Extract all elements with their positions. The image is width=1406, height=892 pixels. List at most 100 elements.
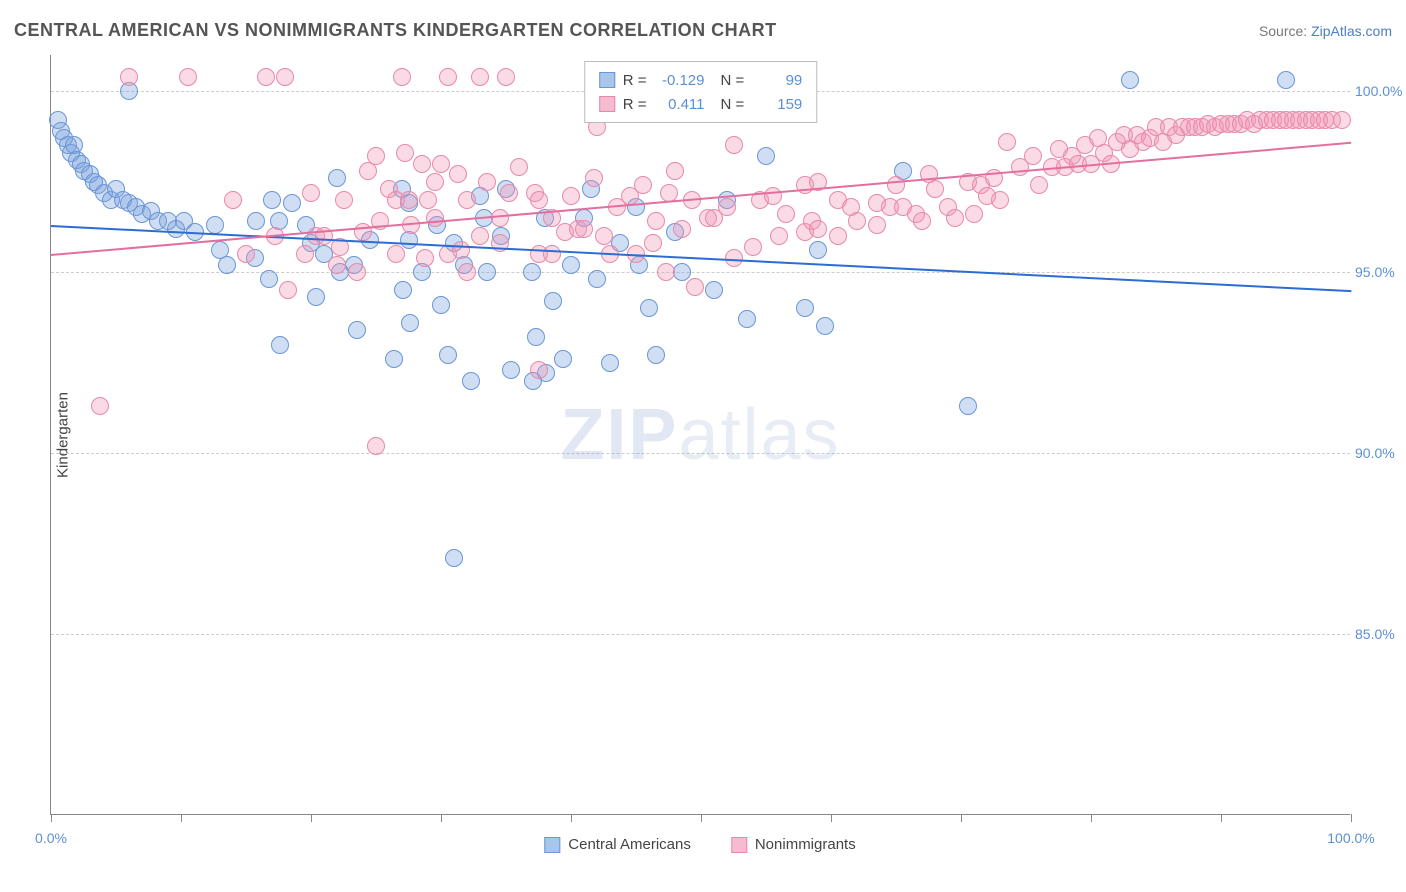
stat-n-value: 159 [752,96,802,113]
scatter-point [91,397,109,415]
stat-r-value: 0.411 [655,96,705,113]
scatter-point [965,205,983,223]
scatter-point [458,263,476,281]
scatter-point [666,162,684,180]
stats-legend-box: R =-0.129N =99R =0.411N =159 [584,61,818,123]
legend-label: Nonimmigrants [755,836,856,853]
stats-row: R =-0.129N =99 [599,68,803,92]
scatter-point [530,361,548,379]
legend-swatch [731,837,747,853]
scatter-point [335,191,353,209]
scatter-point [426,209,444,227]
gridline-h [51,634,1350,635]
scatter-point [276,68,294,86]
x-tick [701,814,702,822]
scatter-point [458,191,476,209]
stat-r-value: -0.129 [655,72,705,89]
y-tick-label: 85.0% [1355,626,1406,642]
scatter-point [554,350,572,368]
scatter-point [585,169,603,187]
scatter-point [575,220,593,238]
scatter-point [829,227,847,245]
scatter-point [562,256,580,274]
stat-n-label: N = [721,96,745,113]
scatter-point [816,317,834,335]
scatter-point [263,191,281,209]
legend-swatch [599,72,615,88]
scatter-point [257,68,275,86]
scatter-point [991,191,1009,209]
scatter-point [562,187,580,205]
scatter-point [348,321,366,339]
scatter-point [848,212,866,230]
scatter-point [796,299,814,317]
x-tick [311,814,312,822]
scatter-point [673,220,691,238]
scatter-point [439,346,457,364]
scatter-point [510,158,528,176]
scatter-point [179,68,197,86]
x-tick-label: 0.0% [35,830,67,846]
legend-swatch [599,96,615,112]
source-credit: Source: ZipAtlas.com [1259,23,1392,39]
scatter-point [946,209,964,227]
legend-label: Central Americans [568,836,691,853]
scatter-point [367,147,385,165]
y-tick-label: 95.0% [1355,264,1406,280]
stat-n-label: N = [721,72,745,89]
scatter-point [530,191,548,209]
scatter-point [247,212,265,230]
scatter-point [413,155,431,173]
scatter-point [640,299,658,317]
scatter-point [419,191,437,209]
scatter-point [271,336,289,354]
x-tick [51,814,52,822]
scatter-point [1333,111,1351,129]
scatter-point [601,354,619,372]
scatter-point [1030,176,1048,194]
trend-line [51,142,1351,256]
scatter-point [647,346,665,364]
scatter-point [224,191,242,209]
scatter-point [279,281,297,299]
scatter-point [502,361,520,379]
scatter-point [394,281,412,299]
scatter-point [393,68,411,86]
scatter-point [491,209,509,227]
x-tick [571,814,572,822]
legend-item: Nonimmigrants [731,836,856,853]
scatter-point [1277,71,1295,89]
source-link[interactable]: ZipAtlas.com [1311,23,1392,39]
scatter-point [705,281,723,299]
bottom-legend: Central Americans Nonimmigrants [544,836,855,853]
scatter-point [400,191,418,209]
x-tick [1221,814,1222,822]
stat-r-label: R = [623,96,647,113]
stat-r-label: R = [623,72,647,89]
scatter-point [385,350,403,368]
chart-area: Kindergarten ZIPatlas R =-0.129N =99R =0… [50,55,1350,815]
scatter-point [500,184,518,202]
x-tick [831,814,832,822]
scatter-point [396,144,414,162]
scatter-point [445,549,463,567]
scatter-point [544,292,562,310]
scatter-point [237,245,255,263]
scatter-point [527,328,545,346]
scatter-point [471,68,489,86]
scatter-point [120,68,138,86]
scatter-point [657,263,675,281]
scatter-point [387,245,405,263]
scatter-point [307,288,325,306]
scatter-point [764,187,782,205]
scatter-point [401,314,419,332]
scatter-point [595,227,613,245]
scatter-point [1024,147,1042,165]
scatter-point [660,184,678,202]
scatter-point [644,234,662,252]
scatter-point [523,263,541,281]
x-tick [441,814,442,822]
gridline-h [51,272,1350,273]
scatter-point [416,249,434,267]
watermark: ZIPatlas [560,394,840,476]
